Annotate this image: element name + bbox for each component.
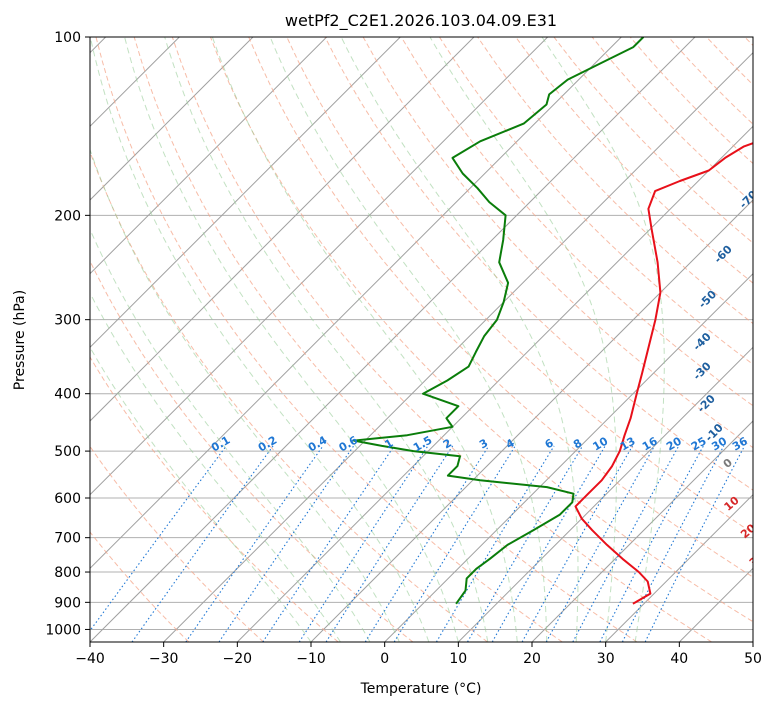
- moist-adiabat-line: [90, 148, 400, 642]
- y-tick-label: 300: [54, 313, 81, 329]
- isotherm-line: [163, 51, 753, 642]
- isotherm-line: [236, 125, 753, 642]
- isotherm-line: [90, 37, 328, 275]
- moist-adiabat-line: [269, 37, 548, 642]
- mixing-ratio-line: [467, 445, 584, 642]
- y-tick-label: 900: [54, 595, 81, 611]
- isotherm-line: [531, 420, 753, 642]
- x-tick-label: −40: [75, 651, 105, 667]
- isotherm-line: [384, 272, 753, 642]
- mixing-ratio-line: [218, 445, 355, 642]
- mixing-ratio-line: [298, 445, 429, 642]
- dry-adiabat-line: [515, 37, 753, 284]
- mixing-ratio-line: [262, 445, 395, 642]
- axes: −40 −30 −20 −10 0 10 20 30 40 50 100 200 300 400 500 60…: [45, 30, 762, 667]
- x-tick-label: 0: [380, 651, 389, 667]
- mixing-ratio-line: [393, 445, 516, 642]
- x-tick-label: 40: [670, 651, 688, 667]
- mixing-ratio-line: [131, 445, 274, 642]
- dry-adiabat-line: [90, 531, 190, 642]
- moist-adiabat-line: [429, 37, 617, 642]
- isotherm-line: [90, 37, 475, 422]
- dry-adiabat-line: [95, 37, 563, 642]
- mixing-ratio-line: [521, 445, 633, 642]
- dry-adiabat-line: [400, 37, 753, 407]
- moist-adiabat-line: [340, 37, 579, 642]
- mixing-ratio-line: [364, 445, 490, 642]
- isotherm-line: [605, 493, 753, 642]
- isotherm-line: [90, 37, 549, 496]
- x-tick-label: −30: [149, 651, 179, 667]
- y-tick-label: 1000: [45, 622, 81, 638]
- mixing-ratio-line: [185, 445, 324, 642]
- moist-adiabat-line: [124, 37, 459, 642]
- isotherm-line: [90, 37, 254, 201]
- y-tick-label: 500: [54, 444, 81, 460]
- dry-adiabat-line: [90, 150, 488, 642]
- mixing-ratio-line: [325, 445, 454, 642]
- dry-adiabat-line: [171, 37, 712, 642]
- temperature-profile: [574, 142, 753, 605]
- moist-adiabat-line: [164, 37, 489, 642]
- x-tick-label: 30: [597, 651, 615, 667]
- x-tick-label: −10: [296, 651, 326, 667]
- y-tick-label: 700: [54, 531, 81, 547]
- moist-adiabat-line: [211, 37, 518, 642]
- dry-adiabat-line: [90, 445, 264, 642]
- y-tick-label: 800: [54, 565, 81, 581]
- mixing-ratio-line: [621, 445, 725, 642]
- moist-adiabat-line: [90, 346, 312, 642]
- plot-frame: [89, 36, 754, 643]
- dry-adiabat-line: [324, 37, 753, 491]
- dry-adiabat-line: [90, 259, 414, 642]
- dewpoint-profile: [353, 37, 645, 605]
- y-tick-label: 200: [54, 208, 81, 224]
- isotherm-line: [90, 37, 622, 570]
- background-lines: [90, 37, 753, 642]
- mixing-ratio-line: [435, 445, 555, 642]
- moist-adiabat-line: [90, 228, 371, 642]
- dry-adiabat-line: [248, 37, 753, 578]
- dry-adiabat-line: [438, 37, 753, 366]
- isotherm-line: [90, 37, 401, 349]
- chart-title: wetPf2_C2E1.2026.103.04.09.E31: [285, 11, 557, 31]
- x-tick-label: 20: [523, 651, 541, 667]
- x-tick-label: 10: [449, 651, 467, 667]
- dry-adiabat-line: [90, 356, 339, 642]
- profile-lines: [353, 37, 753, 605]
- y-tick-label: 600: [54, 491, 81, 507]
- mixing-ratio-line: [545, 445, 656, 642]
- moist-adiabat-line: [90, 292, 341, 642]
- x-tick-label: 50: [744, 651, 762, 667]
- dry-adiabat-line: [210, 37, 753, 623]
- moist-adiabat-line: [90, 37, 430, 642]
- mixing-ratio-line: [644, 445, 746, 642]
- isotherm-line: [457, 346, 753, 642]
- y-tick-label: 400: [54, 387, 81, 403]
- dry-adiabat-line: [133, 37, 638, 642]
- dry-adiabat-label: 30: [747, 549, 767, 569]
- x-tick-label: −20: [223, 651, 253, 667]
- isotherm-line: [90, 37, 696, 642]
- x-axis-label: Temperature (°C): [360, 681, 482, 697]
- y-tick-label: 100: [54, 30, 81, 46]
- y-axis-label: Pressure (hPa): [12, 290, 28, 390]
